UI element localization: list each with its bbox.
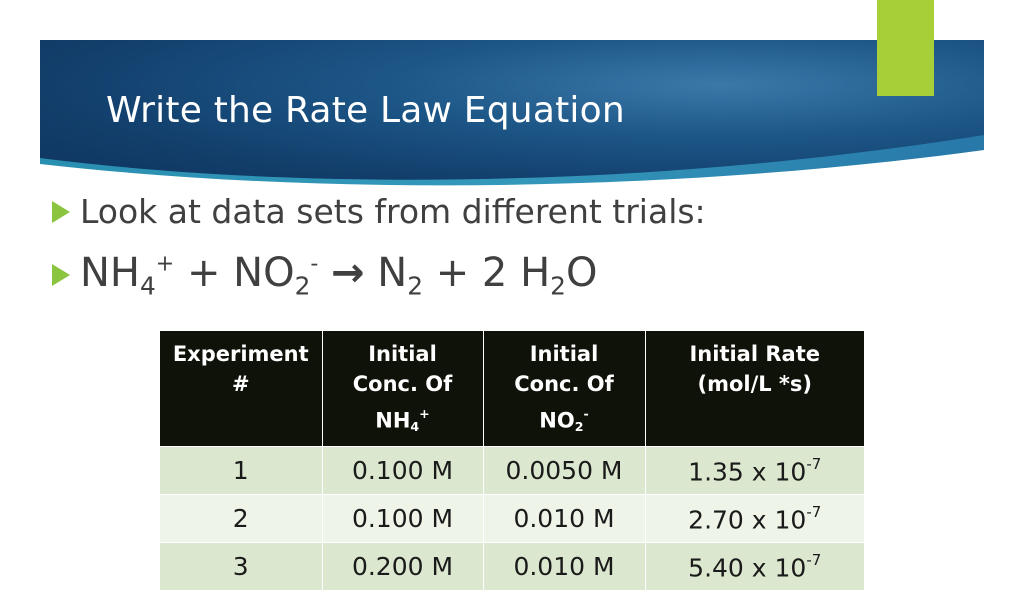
cell-no2-conc: 0.0050 M: [483, 446, 646, 495]
table-row: 3 0.200 M 0.010 M 5.40 x 10-7: [160, 542, 864, 590]
cell-no2-conc: 0.010 M: [483, 542, 646, 590]
product-nitrogen: N2: [377, 250, 423, 301]
reactant-ammonium: NH4+: [80, 250, 175, 301]
bullet-text: Look at data sets from different trials:: [80, 192, 706, 231]
table-header-row: Experiment # Initial Conc. Of NH4+ Initi…: [160, 331, 864, 447]
cell-experiment: 1: [160, 446, 323, 495]
rate-data-table: Experiment # Initial Conc. Of NH4+ Initi…: [160, 331, 864, 590]
table-row: 1 0.100 M 0.0050 M 1.35 x 10-7: [160, 446, 864, 495]
reaction-arrow-icon: →: [331, 250, 365, 296]
cell-nh4-conc: 0.100 M: [322, 494, 484, 543]
cell-initial-rate: 1.35 x 10-7: [645, 446, 864, 495]
reactant-nitrite: NO2-: [233, 250, 319, 301]
cell-initial-rate: 2.70 x 10-7: [645, 494, 864, 543]
table-row: 2 0.100 M 0.010 M 2.70 x 10-7: [160, 494, 864, 543]
plus-coefficient: + 2: [435, 250, 508, 296]
bullet-item-data-sets: Look at data sets from different trials:: [52, 192, 706, 231]
cell-nh4-conc: 0.200 M: [322, 542, 484, 590]
slide-title: Write the Rate Law Equation: [106, 90, 625, 131]
cell-experiment: 2: [160, 494, 323, 543]
chemical-equation: NH4+ + NO2- → N2 + 2 H2O: [80, 250, 597, 301]
cell-nh4-conc: 0.100 M: [322, 446, 484, 495]
bullet-item-equation: NH4+ + NO2- → N2 + 2 H2O: [52, 250, 597, 301]
plus-sign: +: [186, 250, 221, 296]
cell-experiment: 3: [160, 542, 323, 590]
bullet-arrow-icon: [52, 200, 70, 223]
product-water: H2O: [520, 250, 598, 301]
header-nh4-conc: Initial Conc. Of NH4+: [322, 331, 484, 447]
title-banner: Write the Rate Law Equation: [40, 40, 984, 190]
header-experiment: Experiment #: [160, 331, 323, 447]
cell-initial-rate: 5.40 x 10-7: [645, 542, 864, 590]
accent-tab: [877, 0, 934, 96]
cell-no2-conc: 0.010 M: [483, 494, 646, 543]
banner-swoosh-graphic: [40, 135, 984, 190]
bullet-arrow-icon: [52, 264, 70, 287]
header-initial-rate: Initial Rate (mol/L *s): [645, 331, 864, 447]
header-no2-conc: Initial Conc. Of NO2-: [483, 331, 646, 447]
